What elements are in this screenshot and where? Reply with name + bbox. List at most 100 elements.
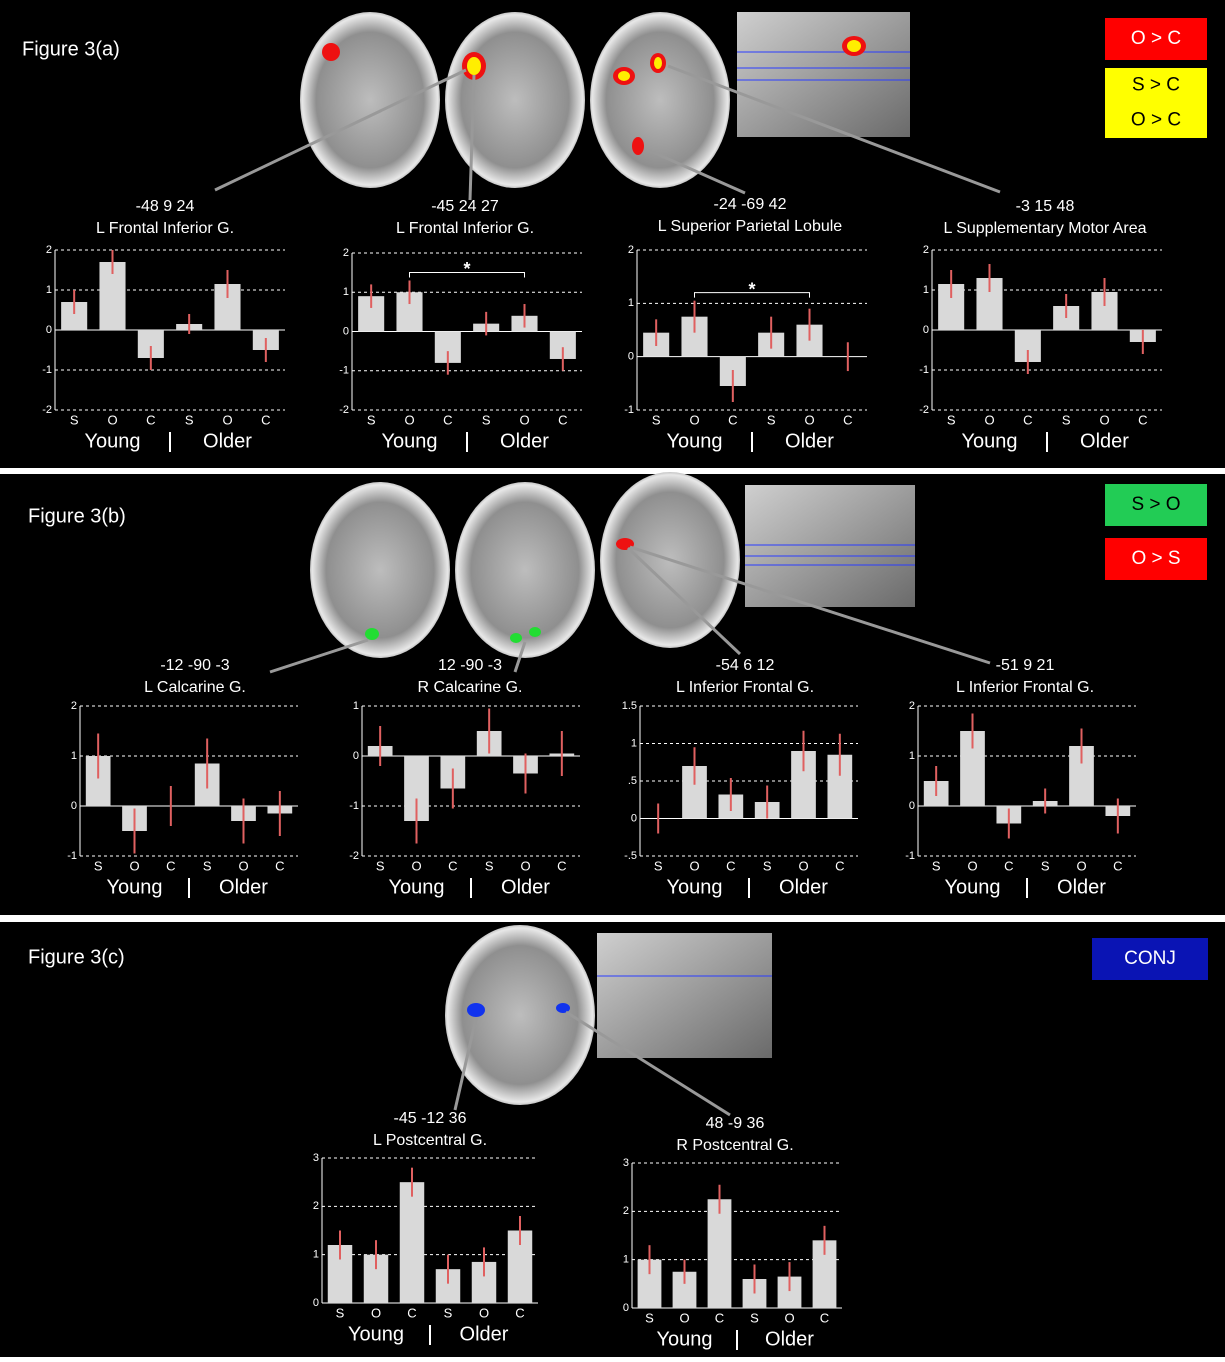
bar <box>777 1276 802 1308</box>
group-label: Older <box>785 430 834 452</box>
x-tick-label: S <box>482 412 491 427</box>
x-tick-label: C <box>1023 412 1032 427</box>
x-tick-label: S <box>94 858 103 873</box>
x-tick-label: O <box>404 412 414 427</box>
bar <box>812 1240 837 1308</box>
chart-subtitle: L Inferior Frontal G. <box>676 679 814 696</box>
chart-subtitle: R Postcentral G. <box>676 1137 793 1154</box>
chart-subtitle: L Supplementary Motor Area <box>943 220 1146 237</box>
legend-box <box>1092 938 1208 980</box>
x-tick-label: C <box>835 858 844 873</box>
x-tick-label: S <box>750 1310 759 1325</box>
y-tick-label: 3 <box>313 1152 319 1164</box>
chart-title: -45 24 27 <box>431 198 499 215</box>
y-tick-label: 1 <box>46 284 52 296</box>
group-label: Older <box>501 876 550 898</box>
chart-subtitle: L Calcarine G. <box>144 679 246 696</box>
y-tick-label: 0 <box>71 800 77 812</box>
y-tick-label: 1 <box>313 1249 319 1261</box>
x-tick-label: C <box>557 858 566 873</box>
x-tick-label: C <box>728 412 737 427</box>
x-tick-label: S <box>767 412 776 427</box>
group-label: Young <box>657 1328 713 1350</box>
x-tick-label: C <box>726 858 735 873</box>
x-tick-label: O <box>222 412 232 427</box>
group-label: Older <box>1057 876 1106 898</box>
y-tick-label: 0 <box>313 1297 319 1309</box>
chart-title: 48 -9 36 <box>706 1115 765 1132</box>
y-tick-label: -2 <box>919 404 929 416</box>
x-tick-label: C <box>261 412 270 427</box>
x-tick-label: C <box>820 1310 829 1325</box>
group-label: Young <box>962 430 1018 452</box>
x-tick-label: S <box>1062 412 1071 427</box>
y-tick-label: 2 <box>923 244 929 256</box>
group-label: Young <box>85 430 141 452</box>
y-tick-label: 2 <box>623 1205 629 1217</box>
x-tick-label: O <box>784 1310 794 1325</box>
group-label: Young <box>945 876 1001 898</box>
x-tick-label: O <box>984 412 994 427</box>
significance-label: * <box>748 279 755 299</box>
x-tick-label: C <box>1113 858 1122 873</box>
bar <box>399 1182 425 1303</box>
y-tick-label: 0 <box>343 325 349 337</box>
x-tick-label: O <box>967 858 977 873</box>
y-tick-label: 1 <box>631 737 637 749</box>
x-tick-label: S <box>185 412 194 427</box>
x-tick-label: O <box>689 858 699 873</box>
figure-label: Figure 3(a) <box>22 38 120 60</box>
y-tick-label: 2 <box>71 700 77 712</box>
y-tick-label: 0 <box>909 800 915 812</box>
x-tick-label: C <box>1138 412 1147 427</box>
y-tick-label: 1 <box>353 700 359 712</box>
x-tick-label: S <box>947 412 956 427</box>
chart-title: -24 -69 42 <box>714 196 787 213</box>
x-tick-label: C <box>407 1305 416 1320</box>
legend-box <box>1105 484 1207 526</box>
x-tick-label: C <box>715 1310 724 1325</box>
x-tick-label: S <box>203 858 212 873</box>
y-tick-label: 0 <box>353 750 359 762</box>
y-tick-label: 1 <box>909 750 915 762</box>
x-tick-label: S <box>654 858 663 873</box>
x-tick-label: S <box>444 1305 453 1320</box>
figure-label: Figure 3(b) <box>28 505 126 527</box>
group-label: Older <box>219 876 268 898</box>
x-tick-label: S <box>485 858 494 873</box>
x-tick-label: O <box>804 412 814 427</box>
y-tick-label: -1 <box>339 365 349 377</box>
y-tick-label: -2 <box>339 404 349 416</box>
x-tick-label: O <box>129 858 139 873</box>
y-tick-label: 1 <box>343 286 349 298</box>
group-label: Young <box>667 876 723 898</box>
x-tick-label: C <box>443 412 452 427</box>
chart-title: 12 -90 -3 <box>438 657 502 674</box>
x-tick-label: O <box>519 412 529 427</box>
y-tick-label: -1 <box>624 404 634 416</box>
significance-label: * <box>463 259 470 279</box>
bar <box>707 1199 732 1308</box>
y-tick-label: -1 <box>349 800 359 812</box>
x-tick-label: S <box>932 858 941 873</box>
y-tick-label: -1 <box>919 364 929 376</box>
x-tick-label: O <box>679 1310 689 1325</box>
group-label: Older <box>203 430 252 452</box>
chart-subtitle: L Superior Parietal Lobule <box>658 218 843 235</box>
y-tick-label: -2 <box>42 404 52 416</box>
y-tick-label: 2 <box>313 1200 319 1212</box>
x-tick-label: O <box>238 858 248 873</box>
y-tick-label: -1 <box>905 850 915 862</box>
y-tick-label: 1 <box>923 284 929 296</box>
legend-text: O > C <box>1131 110 1181 131</box>
y-tick-label: 1 <box>71 750 77 762</box>
y-tick-label: 1 <box>628 297 634 309</box>
chart-title: -54 6 12 <box>716 657 775 674</box>
figure-label: Figure 3(c) <box>28 946 125 968</box>
y-tick-label: 3 <box>623 1157 629 1169</box>
chart-title: -45 -12 36 <box>394 1110 467 1127</box>
group-label: Older <box>460 1323 509 1345</box>
legend-text: S > C <box>1132 75 1180 96</box>
x-tick-label: C <box>166 858 175 873</box>
group-label: Young <box>107 876 163 898</box>
